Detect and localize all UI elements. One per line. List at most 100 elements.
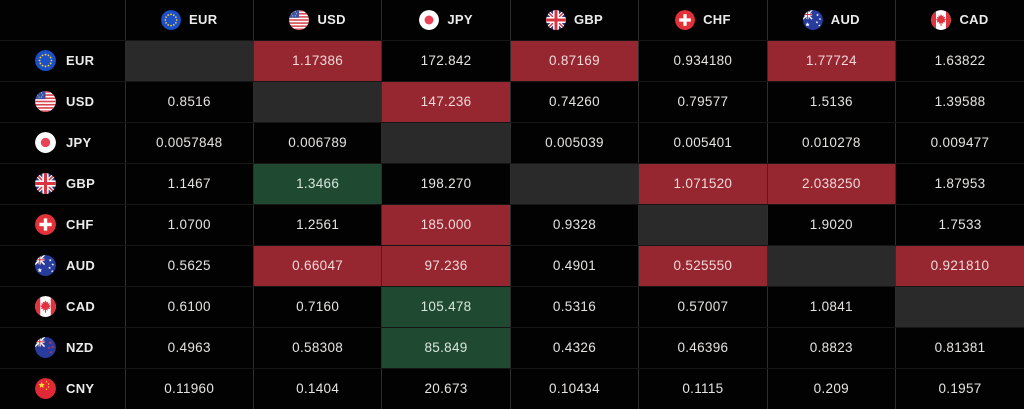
rate-cell-chf-usd: 1.2561 (253, 204, 383, 246)
matrix-body: EUR 1.17386 172.842 0.87169 0.934180 1.77724… (0, 40, 1024, 409)
rate-cell-eur-jpy: 172.842 (381, 40, 511, 82)
rate-cell-aud-cad: 0.921810 (895, 245, 1024, 287)
gbp-flag-icon (545, 9, 566, 30)
row-header-label: CHF (66, 217, 94, 232)
rate-cell-eur-usd: 1.17386 (253, 40, 383, 82)
rate-cell-jpy-usd: 0.006789 (253, 122, 383, 164)
chf-flag-icon (675, 9, 696, 30)
rate-cell-cad-usd: 0.7160 (253, 286, 383, 328)
matrix-header-row: EUR USD JPY GBP CHF (0, 0, 1024, 41)
rate-cell-cad-aud: 1.0841 (767, 286, 897, 328)
rate-cell-cny-aud: 0.209 (767, 368, 897, 409)
nzd-flag-icon (35, 337, 56, 358)
row-header-gbp[interactable]: GBP (0, 163, 126, 205)
column-header-aud[interactable]: AUD (767, 0, 897, 41)
chf-flag-icon (35, 214, 56, 235)
usd-flag-icon (35, 91, 56, 112)
rate-cell-cad-gbp: 0.5316 (510, 286, 640, 328)
rate-cell-jpy-eur: 0.0057848 (125, 122, 254, 164)
column-header-label: GBP (573, 12, 604, 28)
row-header-jpy[interactable]: JPY (0, 122, 126, 164)
rate-cell-jpy-jpy (381, 122, 511, 164)
rate-cell-jpy-gbp: 0.005039 (510, 122, 640, 164)
matrix-row-cny: CNY 0.11960 0.1404 20.673 0.10434 0.1115 0.20… (0, 368, 1024, 409)
row-header-label: NZD (66, 340, 94, 355)
rate-cell-usd-jpy: 147.236 (381, 81, 511, 123)
rate-cell-aud-eur: 0.5625 (125, 245, 254, 287)
rate-cell-nzd-jpy: 85.849 (381, 327, 511, 369)
rate-cell-cad-jpy: 105.478 (381, 286, 511, 328)
matrix-row-eur: EUR 1.17386 172.842 0.87169 0.934180 1.77724… (0, 40, 1024, 82)
row-header-label: CAD (66, 299, 96, 314)
column-header-label: USD (317, 12, 346, 28)
aud-flag-icon (35, 255, 56, 276)
column-header-cad[interactable]: CAD (895, 0, 1024, 41)
rate-cell-gbp-aud: 2.038250 (767, 163, 897, 205)
rate-cell-cad-cad (895, 286, 1024, 328)
row-header-label: JPY (66, 135, 92, 150)
matrix-row-jpy: JPY 0.0057848 0.006789 0.005039 0.005401 0.0… (0, 122, 1024, 164)
cad-flag-icon (931, 9, 952, 30)
row-header-label: CNY (66, 381, 95, 397)
rate-cell-chf-jpy: 185.000 (381, 204, 511, 246)
jpy-flag-icon (419, 9, 440, 30)
gbp-flag-icon (35, 173, 56, 194)
column-header-label: CHF (703, 12, 731, 28)
matrix-row-nzd: NZD 0.4963 0.58308 85.849 0.4326 0.46396 0.88… (0, 327, 1024, 369)
rate-cell-cny-gbp: 0.10434 (510, 368, 640, 409)
cad-flag-icon (35, 296, 56, 317)
matrix-row-aud: AUD 0.5625 0.66047 97.236 0.4901 0.525550 0.9… (0, 245, 1024, 287)
column-header-jpy[interactable]: JPY (381, 0, 511, 41)
rate-cell-nzd-eur: 0.4963 (125, 327, 254, 369)
rate-cell-usd-usd (253, 81, 383, 123)
rate-cell-jpy-cad: 0.009477 (895, 122, 1024, 164)
row-header-cny[interactable]: CNY (0, 368, 126, 409)
rate-cell-usd-eur: 0.8516 (125, 81, 254, 123)
rate-cell-chf-gbp: 0.9328 (510, 204, 640, 246)
rate-cell-usd-gbp: 0.74260 (510, 81, 640, 123)
row-header-label: GBP (66, 176, 96, 191)
column-header-label: CAD (959, 12, 989, 28)
column-header-label: JPY (447, 12, 473, 28)
rate-cell-gbp-eur: 1.1467 (125, 163, 254, 205)
column-header-usd[interactable]: USD (253, 0, 383, 41)
eur-flag-icon (35, 50, 56, 71)
column-header-gbp[interactable]: GBP (510, 0, 640, 41)
rate-cell-eur-chf: 0.934180 (638, 40, 768, 82)
usd-flag-icon (289, 9, 310, 30)
rate-cell-cny-jpy: 20.673 (381, 368, 511, 409)
row-header-nzd[interactable]: NZD (0, 327, 126, 369)
jpy-flag-icon (35, 132, 56, 153)
rate-cell-jpy-chf: 0.005401 (638, 122, 768, 164)
rate-cell-nzd-aud: 0.8823 (767, 327, 897, 369)
rate-cell-nzd-cad: 0.81381 (895, 327, 1024, 369)
rate-cell-cny-eur: 0.11960 (125, 368, 254, 409)
rate-cell-chf-aud: 1.9020 (767, 204, 897, 246)
rate-cell-chf-chf (638, 204, 768, 246)
row-header-aud[interactable]: AUD (0, 245, 126, 287)
row-header-label: USD (66, 94, 95, 109)
rate-cell-eur-aud: 1.77724 (767, 40, 897, 82)
column-header-label: AUD (830, 12, 860, 28)
matrix-row-usd: USD 0.8516 147.236 0.74260 0.79577 1.5136 1.3… (0, 81, 1024, 123)
rate-cell-nzd-chf: 0.46396 (638, 327, 768, 369)
rate-cell-gbp-jpy: 198.270 (381, 163, 511, 205)
rate-cell-gbp-gbp (510, 163, 640, 205)
rate-cell-gbp-cad: 1.87953 (895, 163, 1024, 205)
rate-cell-cny-usd: 0.1404 (253, 368, 383, 409)
rate-cell-usd-chf: 0.79577 (638, 81, 768, 123)
row-header-eur[interactable]: EUR (0, 40, 126, 82)
column-header-label: EUR (189, 12, 218, 28)
row-header-cad[interactable]: CAD (0, 286, 126, 328)
column-header-eur[interactable]: EUR (125, 0, 254, 41)
rate-cell-chf-eur: 1.0700 (125, 204, 254, 246)
row-header-usd[interactable]: USD (0, 81, 126, 123)
row-header-chf[interactable]: CHF (0, 204, 126, 246)
rate-cell-usd-cad: 1.39588 (895, 81, 1024, 123)
corner-cell (0, 0, 126, 41)
column-header-chf[interactable]: CHF (638, 0, 768, 41)
rate-cell-usd-aud: 1.5136 (767, 81, 897, 123)
rate-cell-cad-eur: 0.6100 (125, 286, 254, 328)
rate-cell-aud-chf: 0.525550 (638, 245, 768, 287)
